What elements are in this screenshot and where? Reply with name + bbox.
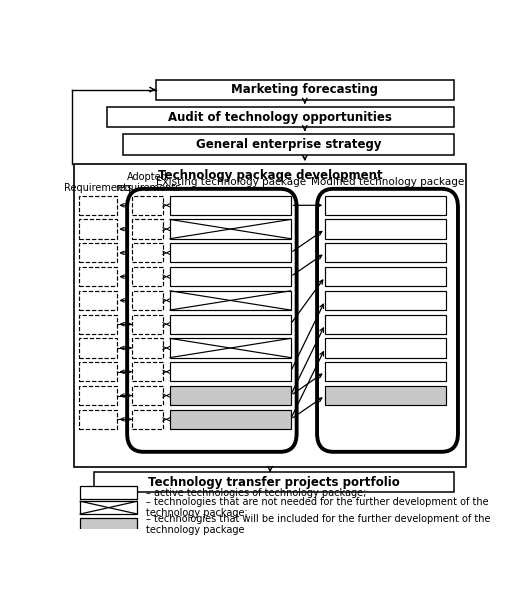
Bar	[94, 472, 454, 492]
Bar	[325, 386, 446, 405]
Bar	[170, 410, 290, 429]
Bar	[79, 386, 116, 405]
Text: Audit of technology opportunities: Audit of technology opportunities	[168, 110, 392, 124]
Bar	[80, 518, 138, 531]
Bar	[170, 244, 290, 263]
Bar	[170, 195, 290, 215]
Bar	[132, 291, 163, 310]
Bar	[79, 410, 116, 429]
Bar	[132, 267, 163, 286]
Text: General enterprise strategy: General enterprise strategy	[196, 138, 381, 151]
Bar	[79, 219, 116, 239]
Bar	[170, 339, 290, 358]
Bar	[132, 219, 163, 239]
Bar	[106, 107, 454, 127]
Bar	[79, 244, 116, 263]
Bar	[132, 339, 163, 358]
Bar	[170, 386, 290, 405]
Bar	[132, 315, 163, 334]
Bar	[325, 195, 446, 215]
Bar	[132, 244, 163, 263]
Bar	[170, 219, 290, 239]
Bar	[132, 195, 163, 215]
Bar	[79, 339, 116, 358]
Bar	[79, 195, 116, 215]
Bar	[79, 315, 116, 334]
Text: Existing technology package: Existing technology package	[156, 176, 306, 187]
Bar	[325, 315, 446, 334]
Bar	[325, 244, 446, 263]
Bar	[156, 80, 454, 100]
Bar	[79, 267, 116, 286]
Text: Adopted
requirements: Adopted requirements	[115, 172, 180, 194]
Bar	[325, 267, 446, 286]
Bar	[325, 291, 446, 310]
Bar	[80, 501, 138, 514]
Bar	[132, 386, 163, 405]
Bar	[325, 339, 446, 358]
Bar	[79, 291, 116, 310]
Bar	[123, 134, 454, 154]
Bar	[170, 291, 290, 310]
Bar	[80, 486, 138, 499]
Text: Marketing forecasting: Marketing forecasting	[231, 83, 378, 96]
Bar	[79, 362, 116, 381]
Text: Modified technology package: Modified technology package	[311, 176, 464, 187]
Bar	[74, 164, 466, 467]
Bar	[170, 267, 290, 286]
Text: Technology package development: Technology package development	[158, 169, 383, 182]
Text: – technologies that will be included for the further development of the
technolo: – technologies that will be included for…	[145, 514, 490, 535]
Bar	[325, 362, 446, 381]
Text: Requirements: Requirements	[64, 184, 132, 194]
Bar	[132, 362, 163, 381]
Text: Technology transfer projects portfolio: Technology transfer projects portfolio	[148, 476, 400, 489]
Bar	[170, 362, 290, 381]
Bar	[170, 315, 290, 334]
Text: – technologies that are not needed for the further development of the
technology: – technologies that are not needed for t…	[145, 497, 488, 519]
Bar	[132, 410, 163, 429]
Text: – active technologies of technology package;: – active technologies of technology pack…	[145, 488, 366, 498]
Bar	[325, 219, 446, 239]
